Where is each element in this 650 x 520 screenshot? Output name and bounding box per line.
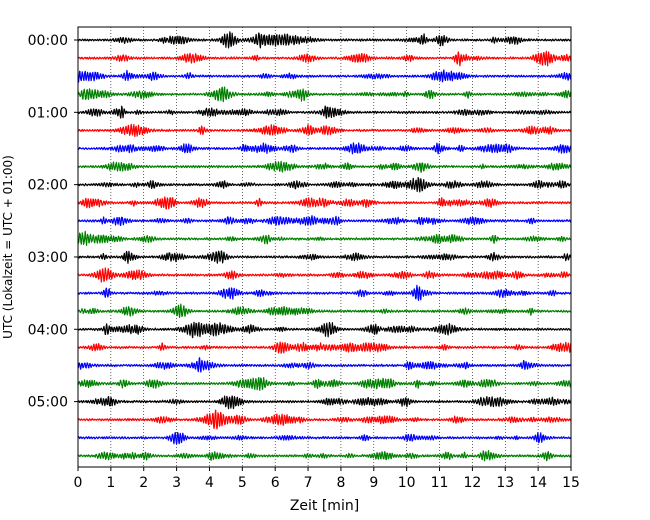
trace-15	[77, 284, 572, 301]
trace-11	[77, 215, 572, 226]
x-axis-title: Zeit [min]	[290, 498, 359, 514]
x-tick-label-8: 8	[336, 475, 345, 491]
y-tick-label-03:00: 03:00	[28, 250, 68, 266]
grid-lines	[110, 27, 539, 467]
y-axis-ticks: 00:00 01:00 02:00 03:00 04:00 05:00	[28, 33, 78, 411]
x-tick-label-9: 9	[369, 475, 378, 491]
trace-3	[77, 69, 572, 83]
x-tick-label-15: 15	[562, 475, 580, 491]
trace-7	[77, 142, 572, 155]
trace-2	[77, 50, 572, 67]
x-tick-label-11: 11	[431, 475, 449, 491]
y-tick-label-05:00: 05:00	[28, 395, 68, 411]
y-tick-label-02:00: 02:00	[28, 178, 68, 194]
trace-10	[77, 196, 572, 210]
x-tick-label-0: 0	[74, 475, 83, 491]
x-tick-label-1: 1	[106, 475, 115, 491]
trace-18	[77, 341, 572, 354]
x-tick-label-5: 5	[238, 475, 247, 491]
seismic-traces	[77, 31, 572, 462]
x-tick-label-14: 14	[529, 475, 547, 491]
trace-8	[77, 160, 572, 173]
trace-23	[77, 431, 572, 445]
trace-17	[77, 321, 572, 339]
x-tick-label-4: 4	[205, 475, 214, 491]
trace-16	[77, 303, 572, 319]
trace-9	[77, 176, 572, 193]
plot-frame	[77, 26, 572, 468]
x-tick-label-6: 6	[271, 475, 280, 491]
y-axis-title: UTC (Lokalzeit = UTC + 01:00)	[1, 155, 15, 339]
y-tick-label-00:00: 00:00	[28, 33, 68, 49]
x-tick-label-10: 10	[398, 475, 416, 491]
trace-13	[77, 250, 572, 264]
y-tick-label-01:00: 01:00	[28, 105, 68, 121]
trace-21	[77, 395, 572, 410]
x-tick-label-13: 13	[496, 475, 514, 491]
trace-19	[77, 357, 572, 373]
trace-20	[77, 377, 572, 391]
trace-4	[77, 86, 572, 103]
x-tick-label-7: 7	[304, 475, 313, 491]
x-axis-ticks: 0 1 2 3 4 5 6 7 8 9 10 11 12 13 14 15	[74, 467, 580, 491]
x-tick-label-12: 12	[463, 475, 481, 491]
trace-14	[77, 267, 572, 283]
trace-5	[77, 105, 572, 119]
trace-1	[77, 31, 572, 49]
y-tick-label-04:00: 04:00	[28, 322, 68, 338]
trace-22	[77, 409, 572, 430]
x-tick-label-3: 3	[172, 475, 181, 491]
trace-24	[77, 450, 572, 462]
trace-12	[77, 230, 572, 246]
x-tick-label-2: 2	[139, 475, 148, 491]
trace-6	[77, 123, 572, 138]
